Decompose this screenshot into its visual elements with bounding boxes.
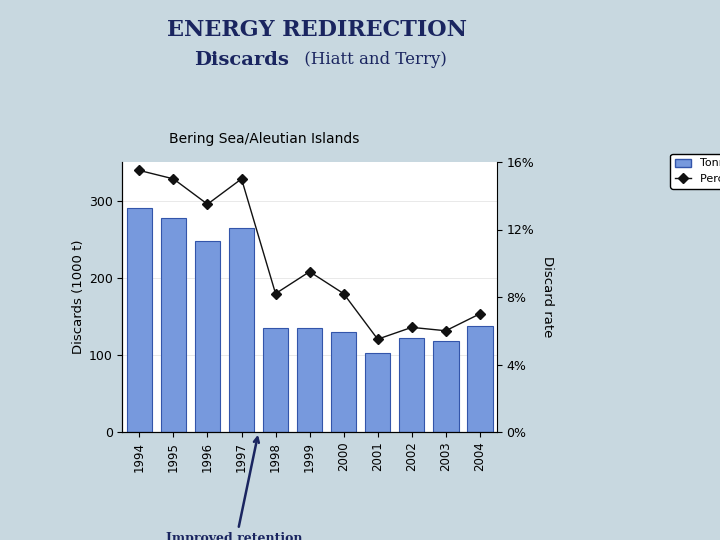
Bar [194, 241, 220, 432]
Bar [297, 328, 323, 432]
Bar [433, 341, 459, 432]
Bar [263, 328, 288, 432]
Bar [399, 338, 425, 432]
Bar [467, 326, 492, 432]
Bar [127, 208, 152, 432]
Bar [331, 332, 356, 432]
Bar [365, 353, 390, 432]
Text: (Hiatt and Terry): (Hiatt and Terry) [299, 51, 446, 68]
Legend: Tonnage discarded, Percent discarded: Tonnage discarded, Percent discarded [670, 154, 720, 188]
Bar [229, 227, 254, 432]
Text: ENERGY REDIRECTION: ENERGY REDIRECTION [167, 19, 467, 41]
Bar [161, 218, 186, 432]
Text: Bering Sea/Aleutian Islands: Bering Sea/Aleutian Islands [169, 132, 360, 146]
Text: Improved retention
regulations: Improved retention regulations [166, 437, 303, 540]
Y-axis label: Discard rate: Discard rate [541, 256, 554, 338]
Text: Discards: Discards [194, 51, 289, 69]
Y-axis label: Discards (1000 t): Discards (1000 t) [71, 240, 85, 354]
